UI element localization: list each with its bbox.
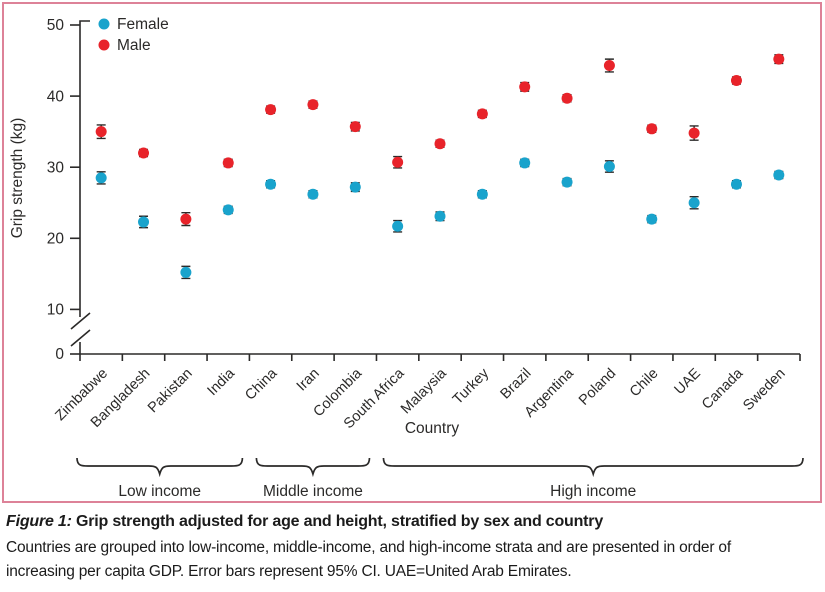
female-dot-argentina: [561, 176, 573, 188]
x-tick-label-canada: Canada: [699, 365, 747, 413]
male-dot-uae: [688, 127, 700, 139]
bracket-low-income: [76, 457, 244, 478]
female-dot-pakistan: [180, 266, 192, 278]
bracket-middle-income: [255, 457, 371, 478]
y-tick-label: 0: [55, 346, 64, 363]
x-tick-label-poland: Poland: [576, 366, 619, 409]
x-tick-label-india: India: [205, 365, 239, 399]
bracket-label-high-income: High income: [550, 483, 636, 500]
male-dot-china: [265, 104, 277, 116]
x-tick-label-chile: Chile: [627, 366, 662, 401]
male-dot-pakistan: [180, 213, 192, 225]
legend-label-male: Male: [117, 37, 151, 54]
male-dot-argentina: [561, 92, 573, 104]
figure-box: 50 40 30 20 10 0 Zimbabwe Bangladesh Pakistan Ind…: [2, 2, 822, 503]
axes: [70, 20, 800, 355]
female-dot-zimbabwe: [95, 172, 107, 184]
legend: Female Male: [98, 16, 169, 54]
female-dot-sweden: [773, 169, 785, 181]
series-male: [95, 53, 785, 225]
female-dot-turkey: [476, 188, 488, 200]
female-dot-uae: [688, 197, 700, 209]
y-ticks: [70, 24, 80, 355]
male-dot-poland: [603, 60, 615, 72]
female-dot-china: [265, 178, 277, 190]
y-axis-title: Grip strength (kg): [9, 118, 26, 239]
male-dot-india: [222, 157, 234, 169]
bracket-label-middle-income: Middle income: [263, 483, 363, 500]
y-tick-label: 10: [47, 302, 65, 319]
x-axis-title: Country: [405, 420, 460, 437]
female-dot-iran: [307, 188, 319, 200]
y-tick-label: 30: [47, 159, 65, 176]
male-dot-zimbabwe: [95, 126, 107, 138]
y-tick-label: 40: [47, 88, 65, 105]
male-dot-chile: [646, 123, 658, 135]
female-dot-canada: [730, 178, 742, 190]
legend-marker-male: [98, 39, 110, 51]
male-dot-malaysia: [434, 138, 446, 150]
x-tick-label-malaysia: Malaysia: [398, 365, 450, 417]
y-tick-labels: 50 40 30 20 10 0: [47, 17, 65, 363]
female-dot-india: [222, 204, 234, 216]
x-tick-label-iran: Iran: [294, 366, 323, 395]
series-female: [95, 157, 785, 278]
y-axis-break-icon: [70, 312, 91, 347]
income-brackets: Low income Middle income High income: [76, 457, 804, 500]
male-dot-brazil: [519, 81, 531, 93]
figure-caption-body: Countries are grouped into low-income, m…: [6, 538, 731, 580]
female-dot-bangladesh: [138, 216, 150, 228]
male-dot-south-africa: [392, 156, 404, 168]
male-dot-turkey: [476, 108, 488, 120]
female-dot-chile: [646, 213, 658, 225]
figure-title: Grip strength adjusted for age and heigh…: [76, 513, 604, 530]
x-ticks: [79, 354, 801, 361]
female-dot-south-africa: [392, 220, 404, 232]
female-dot-malaysia: [434, 210, 446, 222]
x-tick-label-brazil: Brazil: [498, 366, 535, 403]
legend-marker-female: [98, 18, 110, 30]
bracket-high-income: [382, 457, 804, 478]
male-dot-iran: [307, 99, 319, 111]
male-dot-canada: [730, 74, 742, 86]
x-tick-label-turkey: Turkey: [450, 365, 493, 408]
female-dot-colombia: [349, 181, 361, 193]
male-dot-bangladesh: [138, 147, 150, 159]
female-dot-brazil: [519, 157, 531, 169]
x-tick-label-sweden: Sweden: [740, 366, 788, 414]
y-axis-line: [79, 20, 90, 354]
y-tick-label: 20: [47, 231, 65, 248]
figure-caption: Figure 1: Grip strength adjusted for age…: [6, 511, 802, 584]
bracket-label-low-income: Low income: [118, 483, 201, 500]
x-tick-label-uae: UAE: [672, 365, 705, 398]
y-tick-label: 50: [47, 17, 65, 34]
x-tick-label-china: China: [242, 365, 281, 404]
male-dot-sweden: [773, 53, 785, 65]
female-dot-poland: [603, 160, 615, 172]
male-dot-colombia: [349, 121, 361, 133]
figure-caption-title-line: Figure 1: Grip strength adjusted for age…: [6, 511, 802, 533]
legend-label-female: Female: [117, 16, 169, 33]
x-tick-label-pakistan: Pakistan: [145, 366, 196, 417]
figure-label: Figure 1:: [6, 513, 72, 530]
